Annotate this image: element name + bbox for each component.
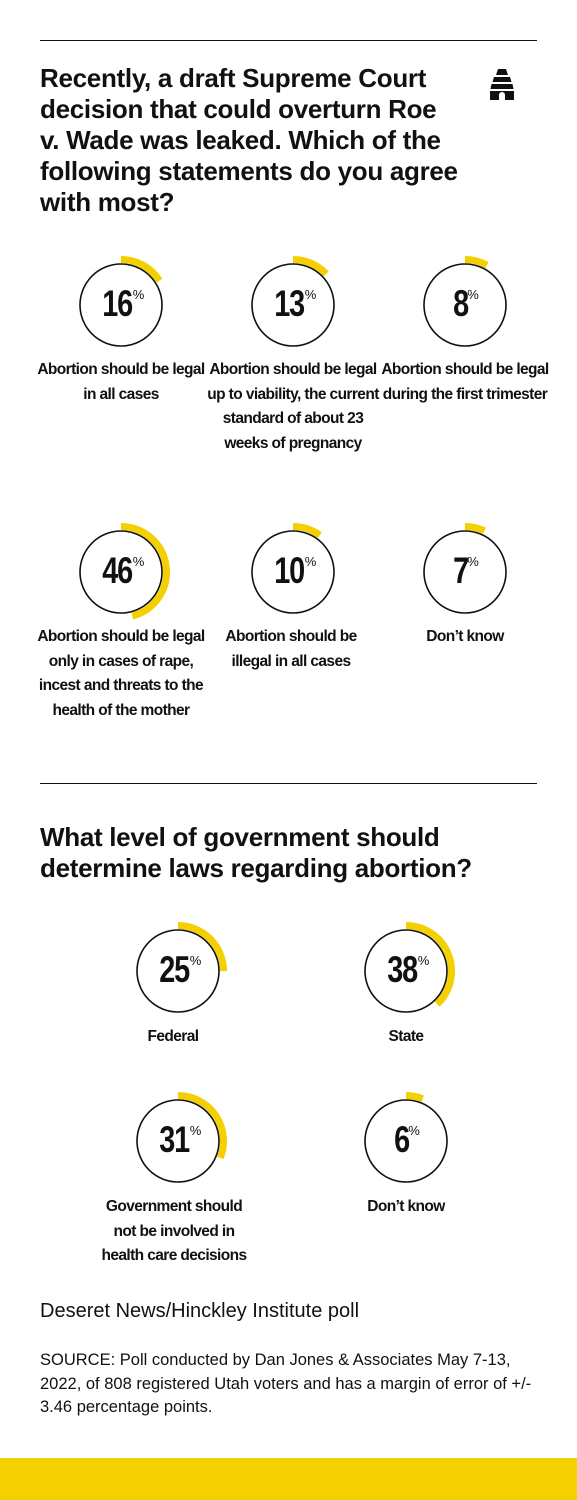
donut-ring-outline xyxy=(423,263,507,347)
question-1-title: Recently, a draft Supreme Court decision… xyxy=(40,63,458,217)
donut-value-arc xyxy=(405,922,455,1007)
answer-label: Don’t know xyxy=(426,628,504,645)
donut-value-arc xyxy=(464,523,486,535)
percent-value: 46 xyxy=(101,550,133,591)
answer-label: Federal xyxy=(147,1028,200,1045)
donut-value-arc xyxy=(292,256,329,277)
question-2-title: What level of government should determin… xyxy=(40,822,472,883)
donut-chart: 38 % xyxy=(356,921,456,1021)
donut-ring-outline xyxy=(364,929,448,1013)
percent-sign: % xyxy=(304,287,317,302)
donut-chart: 25 % xyxy=(128,921,228,1021)
donut-chart: 8 % xyxy=(415,255,515,355)
donut-chart: 16 % xyxy=(71,255,171,355)
donut-value-arc xyxy=(120,523,170,620)
donut-value-arc xyxy=(177,1092,227,1160)
percent-sign: % xyxy=(467,554,479,569)
donut-ring-outline xyxy=(136,1099,220,1183)
answer-label: Government should not be involved in hea… xyxy=(101,1198,247,1264)
percent-value: 31 xyxy=(158,1119,190,1160)
answer-label: Abortion should be legal in all cases xyxy=(37,361,205,403)
percent-value: 13 xyxy=(273,283,305,324)
percent-value: 10 xyxy=(273,550,305,591)
percent-sign: % xyxy=(132,287,145,302)
donut-ring-outline xyxy=(136,929,220,1013)
percent-sign: % xyxy=(467,287,479,302)
donut-value-arc xyxy=(120,256,163,283)
donut-ring xyxy=(251,256,335,347)
percent-sign: % xyxy=(304,554,317,569)
percent-sign: % xyxy=(189,1123,202,1138)
donut-value-arc xyxy=(292,523,322,539)
donut-chart: 31 % xyxy=(128,1091,228,1191)
answer-label: State xyxy=(388,1028,425,1045)
donut-chart: 10 % xyxy=(243,522,343,622)
percent-value: 8 xyxy=(453,283,469,324)
section-divider xyxy=(40,783,537,784)
donut-ring-outline xyxy=(423,530,507,614)
donut-ring xyxy=(364,1092,448,1183)
donut-ring-outline xyxy=(251,263,335,347)
donut-ring-outline xyxy=(251,530,335,614)
percent-sign: % xyxy=(408,1123,420,1138)
footer-accent-bar xyxy=(0,1458,577,1500)
donut-ring xyxy=(251,523,335,614)
answer-label: Abortion should be illegal in all cases xyxy=(225,628,357,670)
donut-chart: 7 % xyxy=(415,522,515,622)
poll-attribution: Deseret News/Hinckley Institute poll xyxy=(40,1300,360,1322)
donut-ring xyxy=(79,256,163,347)
donut-ring xyxy=(364,922,455,1013)
donut-chart: 13 % xyxy=(243,255,343,355)
percent-value: 16 xyxy=(101,283,133,324)
donut-ring xyxy=(136,1092,227,1183)
donut-value-arc xyxy=(177,922,227,972)
percent-sign: % xyxy=(417,953,430,968)
donut-ring-outline xyxy=(79,530,163,614)
source-note: SOURCE: Poll conducted by Dan Jones & As… xyxy=(40,1351,532,1416)
beehive-icon xyxy=(490,69,514,100)
percent-sign: % xyxy=(189,953,202,968)
donut-chart: 6 % xyxy=(356,1091,456,1191)
donut-ring-outline xyxy=(79,263,163,347)
donut-value-arc xyxy=(464,256,489,269)
donut-ring xyxy=(136,922,227,1013)
donut-ring-outline xyxy=(364,1099,448,1183)
answer-label: Abortion should be legal up to viability… xyxy=(207,361,379,452)
top-divider xyxy=(40,40,537,41)
answer-label: Don’t know xyxy=(367,1198,445,1215)
percent-sign: % xyxy=(132,554,145,569)
percent-value: 38 xyxy=(386,949,418,990)
percent-value: 6 xyxy=(394,1119,410,1160)
percent-value: 25 xyxy=(158,949,190,990)
donut-ring xyxy=(423,523,507,614)
donut-ring xyxy=(79,523,170,620)
answer-label: Abortion should be legal only in cases o… xyxy=(37,628,205,719)
percent-value: 7 xyxy=(453,550,469,591)
donut-chart: 46 % xyxy=(71,522,171,622)
answer-label: Abortion should be legal during the firs… xyxy=(381,361,549,403)
donut-value-arc xyxy=(405,1092,425,1103)
donut-ring xyxy=(423,256,507,347)
